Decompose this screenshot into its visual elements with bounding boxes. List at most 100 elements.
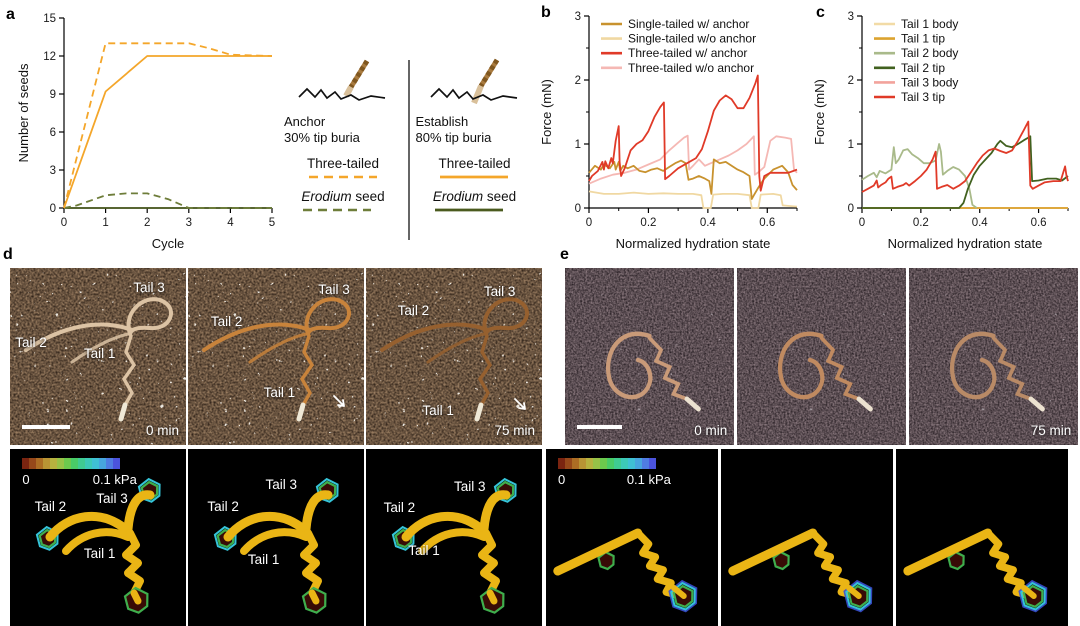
y-tick-label: 3 — [50, 165, 56, 177]
y-tick-label: 2 — [575, 75, 581, 87]
tail-label: Tail 3 — [96, 491, 128, 507]
y-tick-label: 0 — [50, 203, 56, 215]
pressure-map: 0 0.1 kPa — [546, 449, 718, 626]
colorbar-cell — [579, 457, 587, 469]
seed-photo: Tail 2 Tail 3 Tail 1 75 min — [366, 268, 542, 445]
x-tick-label: 0.4 — [972, 217, 989, 229]
x-tick-label: 4 — [227, 217, 234, 229]
colorbar-cell — [586, 457, 594, 469]
tail-label: Tail 2 — [397, 303, 430, 319]
timestamp-label: 0 min — [145, 422, 179, 438]
x-tick-label: 0.2 — [913, 217, 929, 229]
dashed-green-swatch — [303, 208, 372, 211]
pressure-map-graphic — [721, 449, 893, 626]
series-tail-3-tip — [861, 120, 1069, 193]
tail-label: Tail 3 — [318, 282, 350, 298]
colorbar-cell — [558, 457, 566, 469]
pressure-map-graphic — [10, 449, 186, 626]
pressure-map-graphic — [188, 449, 364, 626]
colorbar-cell — [572, 457, 580, 469]
colorbar-cell — [628, 457, 636, 469]
y-tick-label: 1 — [848, 139, 854, 151]
timestamp-label: 0 min — [694, 422, 728, 438]
series-three-tailed-establish- — [63, 55, 272, 209]
panel-c-letter: c — [816, 4, 825, 21]
colorbar-cell — [600, 457, 608, 469]
pressure-colorbar — [22, 457, 121, 469]
x-tick-label: 3 — [186, 217, 192, 229]
y-axis-title: Force (mN) — [812, 79, 827, 145]
tail-label: Tail 1 — [83, 546, 116, 562]
colorbar-cell — [71, 457, 79, 469]
x-tick-label: 0 — [586, 217, 592, 229]
soil-photo-graphic — [10, 268, 186, 445]
x-tick-label: 1 — [102, 217, 108, 229]
establish-seed-illustration — [429, 58, 517, 105]
legend-entry-label: Tail 1 tip — [901, 32, 945, 46]
tail-label: Tail 3 — [265, 477, 297, 493]
soil-photo-graphic — [737, 268, 906, 445]
pressure-map-graphic — [366, 449, 542, 626]
tail-label: Tail 3 — [133, 280, 165, 296]
series-three-tailed-w-o-anchor — [588, 134, 798, 185]
panel-a-letter: a — [6, 6, 15, 23]
seed-tip-arrow-icon — [329, 392, 351, 414]
legend-entry-label: Three-tailed w/o anchor — [628, 61, 754, 75]
y-tick-label: 0 — [848, 203, 854, 215]
tail-label: Tail 1 — [247, 551, 280, 567]
timestamp-label: 75 min — [1030, 422, 1072, 438]
y-tick-label: 12 — [43, 51, 56, 63]
x-tick-label: 2 — [144, 217, 150, 229]
y-axis-title: Number of seeds — [16, 63, 31, 162]
colorbar-min-label: 0 — [22, 472, 30, 487]
legend-entry-label: Single-tailed w/ anchor — [628, 17, 749, 31]
seed-tip-arrow-icon — [510, 395, 532, 417]
colorbar-cell — [78, 457, 86, 469]
pressure-map: Tail 2 Tail 3 Tail 1 0 0.1 kPa — [10, 449, 186, 626]
legend-entry-erodium-dashed: Erodium seed — [301, 189, 385, 213]
colorbar-cell — [36, 457, 44, 469]
pressure-map-graphic — [896, 449, 1068, 626]
force-vs-hydration-chart-b: 0 0.2 0.4 0.6 0 1 2 3 Normalized hydration state… — [539, 11, 798, 251]
colorbar-cell — [57, 457, 65, 469]
pressure-colorbar — [558, 457, 657, 469]
soil-photo-graphic — [565, 268, 734, 445]
legend-entry-label: Tail 2 tip — [901, 61, 945, 75]
tail-label: Tail 1 — [408, 542, 440, 558]
legend-entry-label: Tail 1 body — [901, 17, 958, 31]
legend-entry-label: Tail 3 body — [901, 75, 958, 89]
legend-entry-label: Tail 2 body — [901, 46, 958, 60]
y-tick-label: 3 — [848, 11, 854, 23]
x-tick-label: 5 — [269, 217, 275, 229]
pressure-map-graphic — [546, 449, 718, 626]
legend-entry-erodium-solid: Erodium seed — [433, 189, 516, 213]
panel-e-letter: e — [560, 246, 569, 263]
establish-caption: Establish 80% tip buria — [415, 114, 492, 146]
x-axis-title: Normalized hydration state — [888, 236, 1043, 251]
x-axis-title: Normalized hydration state — [616, 236, 771, 251]
legend-entry-three-tailed-solid: Three-tailed — [438, 156, 511, 180]
legend-entry-three-tailed-dashed: Three-tailed — [307, 156, 379, 180]
x-tick-label: 0.6 — [759, 217, 775, 229]
x-tick-label: 0 — [61, 217, 67, 229]
pressure-map — [896, 449, 1068, 626]
panel-a-legend: Anchor 30% tip buria Three-tailed Erodiu… — [284, 56, 536, 250]
pressure-map: Tail 2 Tail 3 Tail 1 — [188, 449, 364, 626]
legend-establish-column: Establish 80% tip buria Three-tailed Ero… — [416, 56, 534, 250]
colorbar-cell — [43, 457, 51, 469]
anchor-seed-illustration — [298, 59, 386, 101]
tail-label: Tail 1 — [83, 345, 116, 361]
colorbar-cell — [614, 457, 622, 469]
colorbar-cell — [99, 457, 107, 469]
y-tick-label: 9 — [50, 89, 56, 101]
colorbar-cell — [649, 457, 657, 469]
colorbar-cell — [642, 457, 650, 469]
x-tick-label: 0.2 — [640, 217, 656, 229]
solid-orange-swatch — [440, 175, 509, 178]
colorbar-cell — [113, 457, 121, 469]
colorbar-cell — [29, 457, 37, 469]
colorbar-max-label: 0.1 kPa — [626, 472, 671, 487]
y-tick-label: 6 — [50, 127, 56, 139]
series-three-tailed-anchor- — [63, 42, 273, 209]
colorbar-cell — [85, 457, 93, 469]
